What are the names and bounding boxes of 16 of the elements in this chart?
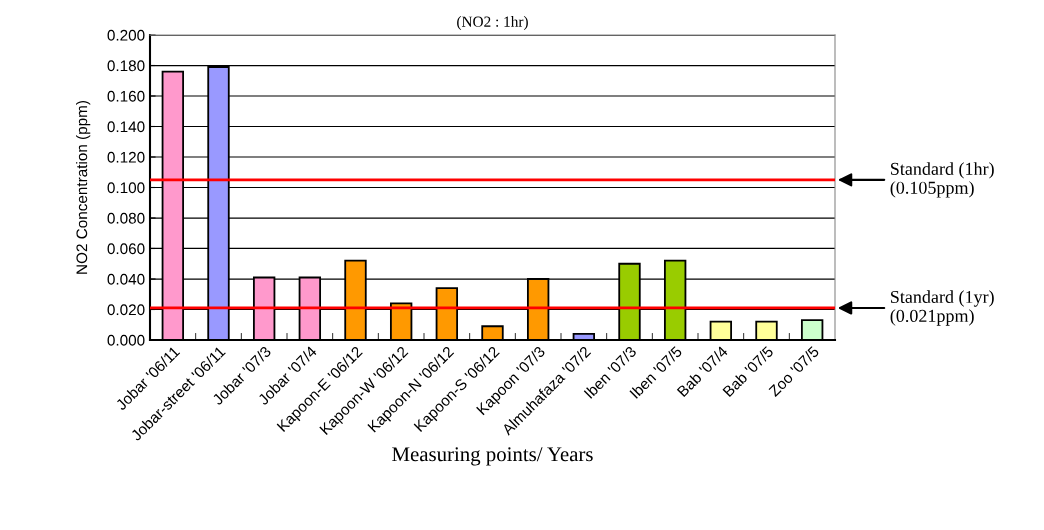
y-tick-label: 0.180 xyxy=(107,60,145,72)
y-tick-label: 0.040 xyxy=(107,273,145,285)
y-tick-label: 0.000 xyxy=(107,334,145,346)
y-tick-label: 0.100 xyxy=(107,182,145,194)
y-axis-title: NO2 Concentration (ppm) xyxy=(76,100,91,274)
ref-line-label: Standard (1hr) (0.105ppm) xyxy=(890,162,994,198)
y-tick-label: 0.200 xyxy=(107,29,145,41)
x-axis-title: Measuring points/ Years xyxy=(392,447,593,466)
y-tick-label: 0.120 xyxy=(107,151,145,163)
ref-line-label: Standard (1yr) (0.021ppm) xyxy=(890,290,994,326)
y-tick-label: 0.140 xyxy=(107,121,145,133)
chart-title: (NO2 : 1hr) xyxy=(457,16,528,30)
y-tick-label: 0.060 xyxy=(107,243,145,255)
y-tick-label: 0.020 xyxy=(107,304,145,316)
y-tick-label: 0.080 xyxy=(107,212,145,224)
y-tick-label: 0.160 xyxy=(107,90,145,102)
